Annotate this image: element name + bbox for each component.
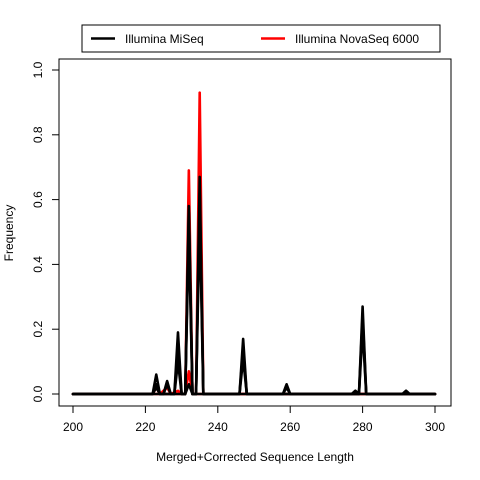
series-line-5 [71, 382, 437, 396]
x-tick-label-0: 200 [63, 420, 83, 434]
legend-label-0: Illumina MiSeq [125, 32, 204, 46]
x-tick-label-2: 240 [208, 420, 228, 434]
series-line-4 [71, 214, 437, 396]
y-tick-label-5: 1.0 [31, 61, 45, 78]
x-tick-label-1: 220 [135, 420, 155, 434]
x-tick-label-5: 300 [425, 420, 445, 434]
y-tick-label-2: 0.4 [31, 256, 45, 273]
legend: Illumina MiSeq Illumina NovaSeq 6000 [81, 24, 441, 53]
series-layer [71, 91, 437, 396]
y-tick-label-4: 0.8 [31, 126, 45, 143]
series-line-2 [71, 175, 437, 396]
x-tick-label-3: 260 [280, 420, 300, 434]
x-tick-label-4: 280 [353, 420, 373, 434]
series-line-1 [71, 370, 437, 396]
x-axis-title: Merged+Corrected Sequence Length [156, 450, 354, 464]
series-line-0 [71, 91, 437, 396]
y-tick-label-0: 0.0 [31, 385, 45, 402]
y-tick-label-1: 0.2 [31, 321, 45, 338]
y-axis-title: Frequency [2, 205, 16, 262]
y-tick-label-3: 0.6 [31, 191, 45, 208]
legend-label-1: Illumina NovaSeq 6000 [295, 32, 419, 46]
y-axis: 0.0 0.2 0.4 0.6 0.8 1.0 [31, 61, 60, 402]
series-line-3 [71, 191, 437, 396]
plot-frame [58, 58, 452, 407]
x-axis: 200 220 240 260 280 300 [63, 405, 445, 434]
